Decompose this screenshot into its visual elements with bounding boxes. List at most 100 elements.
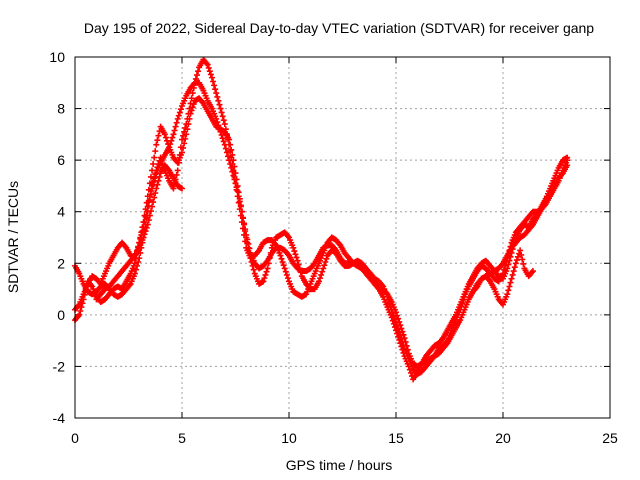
data-point	[142, 213, 149, 220]
data-point	[218, 132, 225, 139]
data-point	[506, 257, 513, 264]
data-point	[213, 90, 220, 97]
data-point	[279, 258, 286, 265]
data-point	[79, 300, 86, 307]
data-point	[150, 161, 157, 168]
data-point	[186, 105, 193, 112]
data-point	[162, 134, 169, 141]
data-point	[505, 287, 512, 294]
data-point	[170, 185, 177, 192]
y-tick-label: 6	[57, 152, 65, 168]
data-point	[151, 194, 158, 201]
data-point	[234, 193, 241, 200]
data-point	[322, 258, 329, 265]
data-point	[182, 124, 189, 131]
data-point	[152, 190, 159, 197]
data-point	[170, 131, 177, 138]
data-point	[399, 346, 406, 353]
data-point	[510, 242, 517, 249]
data-point	[242, 238, 249, 245]
data-point	[145, 217, 152, 224]
axis-ticks	[74, 56, 611, 419]
data-point	[144, 221, 151, 228]
data-point	[193, 72, 200, 79]
data-point	[393, 327, 399, 334]
data-point	[131, 260, 138, 267]
data-point	[215, 97, 222, 104]
data-point	[508, 249, 515, 256]
chart-title: Day 195 of 2022, Sidereal Day-to-day VTE…	[84, 20, 594, 36]
data-point	[507, 253, 514, 260]
data-point	[179, 185, 185, 192]
data-point	[189, 90, 196, 97]
data-point	[262, 271, 269, 278]
data-point	[208, 74, 215, 81]
data-point	[181, 128, 188, 135]
data-point	[233, 186, 240, 193]
data-point	[142, 228, 149, 235]
data-point	[263, 268, 270, 275]
data-point	[511, 264, 518, 271]
x-tick-label: 10	[281, 430, 297, 446]
data-point	[174, 167, 181, 174]
data-point	[261, 275, 268, 282]
data-point	[229, 161, 236, 168]
data-point	[184, 115, 191, 122]
data-point	[407, 369, 414, 376]
data-point	[323, 255, 330, 262]
data-point	[190, 84, 197, 91]
data-point	[82, 287, 89, 294]
data-point	[164, 137, 171, 144]
data-point	[143, 224, 150, 231]
data-point	[297, 269, 304, 276]
data-point	[153, 141, 160, 148]
data-point	[176, 151, 183, 158]
data-point	[280, 262, 287, 269]
data-point	[512, 260, 519, 267]
data-point	[183, 121, 190, 128]
data-point	[217, 105, 224, 112]
data-point	[216, 101, 223, 108]
x-tick-label: 15	[388, 430, 404, 446]
data-point	[386, 300, 393, 307]
data-point	[234, 188, 241, 195]
data-point	[147, 208, 154, 215]
x-tick-label: 20	[495, 430, 511, 446]
data-point	[154, 164, 161, 171]
data-points	[72, 56, 571, 383]
data-point	[320, 265, 327, 272]
data-point	[179, 136, 185, 143]
data-point	[397, 340, 404, 347]
data-point	[181, 140, 188, 147]
data-point	[158, 157, 165, 164]
data-point	[390, 320, 397, 327]
data-point	[292, 251, 299, 258]
data-point	[152, 171, 159, 178]
data-point	[223, 149, 230, 156]
y-tick-label: 8	[57, 101, 65, 117]
data-point	[284, 275, 291, 282]
data-point	[506, 283, 513, 290]
data-point	[249, 262, 256, 269]
data-point	[231, 173, 238, 180]
data-point	[173, 119, 180, 126]
data-point	[398, 343, 405, 350]
data-point	[153, 185, 160, 192]
data-point	[227, 148, 234, 155]
data-point	[507, 279, 514, 286]
data-point	[504, 291, 511, 298]
data-point	[177, 144, 184, 151]
data-point	[220, 138, 227, 145]
data-point	[389, 317, 396, 324]
data-point	[229, 168, 236, 175]
data-point	[509, 271, 516, 278]
data-point	[132, 266, 139, 273]
data-point	[189, 104, 196, 111]
data-point	[220, 117, 227, 124]
data-point	[222, 126, 229, 133]
data-point	[195, 68, 202, 75]
data-point	[290, 244, 297, 251]
data-point	[519, 256, 526, 263]
data-point	[78, 304, 85, 311]
data-point	[225, 136, 232, 143]
